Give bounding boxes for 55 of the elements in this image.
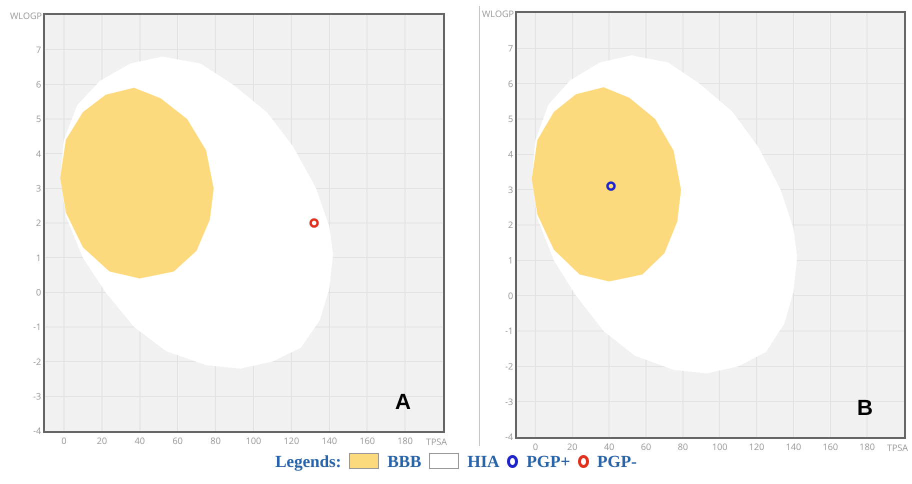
legend-label: PGP- xyxy=(597,452,637,471)
y-tick-label: 1 xyxy=(508,253,514,266)
x-tick-label: 180 xyxy=(397,434,413,447)
annotation: B xyxy=(857,395,873,420)
y-tick-label: 6 xyxy=(508,76,514,90)
y-tick-label: 5 xyxy=(36,112,42,126)
y-tick-label: -1 xyxy=(505,324,514,338)
y-tick-label: 3 xyxy=(508,182,514,196)
x-tick-label: 100 xyxy=(712,440,728,453)
x-tick-label: 120 xyxy=(748,440,764,453)
x-tick-label: 80 xyxy=(210,434,221,447)
x-tick-label: 140 xyxy=(322,434,338,447)
x-tick-label: 120 xyxy=(284,434,300,447)
y-tick-label: 4 xyxy=(508,147,514,160)
x-axis-title: TPSA xyxy=(887,441,908,454)
y-tick-label: 4 xyxy=(36,146,42,160)
y-tick-label: -3 xyxy=(505,394,514,408)
y-tick-label: -4 xyxy=(505,430,514,444)
x-tick-label: 20 xyxy=(96,434,108,447)
y-axis-title: WLOGP xyxy=(10,9,42,22)
y-tick-label: 5 xyxy=(508,112,514,126)
y-axis-title: WLOGP xyxy=(482,7,514,20)
y-tick-label: -2 xyxy=(505,359,514,372)
x-tick-label: 180 xyxy=(859,440,875,453)
x-tick-label: 0 xyxy=(61,434,67,447)
x-axis-title: TPSA xyxy=(426,435,448,448)
y-tick-label: 0 xyxy=(508,288,514,302)
x-tick-label: 20 xyxy=(567,440,578,453)
y-tick-label: -1 xyxy=(33,320,42,334)
y-tick-label: 0 xyxy=(36,285,42,298)
legend-label: BBB xyxy=(387,452,422,471)
y-tick-label: 1 xyxy=(36,250,42,264)
x-tick-label: 100 xyxy=(246,434,262,447)
legend-label: PGP+ xyxy=(526,452,570,471)
y-tick-label: -4 xyxy=(33,424,42,438)
x-tick-label: 160 xyxy=(359,434,375,447)
x-tick-label: 0 xyxy=(532,440,538,453)
x-tick-label: 60 xyxy=(640,440,652,453)
y-tick-label: -3 xyxy=(33,389,42,402)
y-tick-label: 7 xyxy=(508,41,514,54)
x-tick-label: 140 xyxy=(786,440,802,453)
legend-title: Legends: xyxy=(275,452,342,472)
x-tick-label: 60 xyxy=(172,434,183,447)
text: HIA xyxy=(467,452,500,471)
x-tick-label: 40 xyxy=(604,440,614,453)
y-tick-label: 6 xyxy=(36,77,42,90)
y-tick-label: 7 xyxy=(36,42,42,56)
x-tick-label: 40 xyxy=(134,434,145,447)
y-tick-label: 2 xyxy=(508,218,514,232)
y-tick-label: -2 xyxy=(33,354,42,368)
annotation: A xyxy=(395,389,411,414)
x-tick-label: 80 xyxy=(678,440,688,453)
y-tick-label: 2 xyxy=(36,216,42,230)
x-tick-label: 160 xyxy=(822,440,838,453)
y-tick-label: 3 xyxy=(36,181,42,194)
